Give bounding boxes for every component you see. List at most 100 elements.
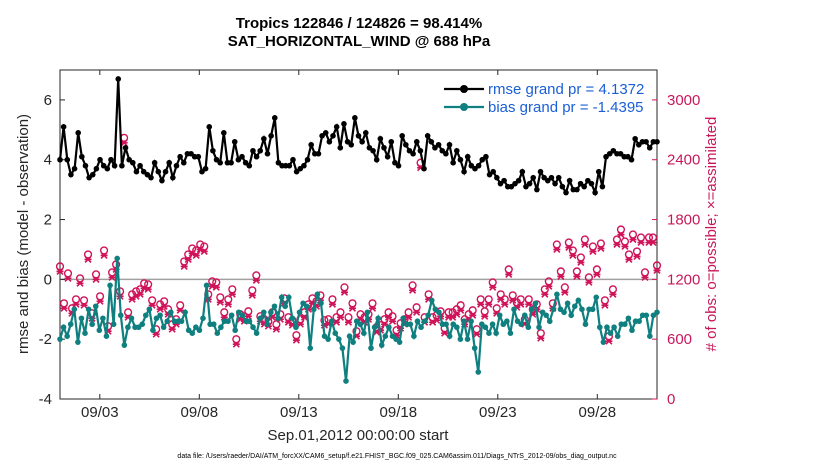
rmse-point xyxy=(290,156,296,163)
rmse-point xyxy=(537,168,544,175)
obs-possible-marker xyxy=(176,301,185,310)
bias-point xyxy=(228,312,235,319)
bias-point xyxy=(529,306,535,313)
rmse-point xyxy=(155,168,162,175)
obs-possible-marker xyxy=(228,285,237,294)
obs-possible-marker xyxy=(616,225,626,234)
rmse-point xyxy=(435,141,442,148)
obs-possible-marker xyxy=(540,285,549,294)
obs-assimilated-marker xyxy=(609,290,617,298)
obs-assimilated-marker xyxy=(641,273,649,281)
rmse-point xyxy=(137,162,143,169)
bias-point xyxy=(225,318,231,325)
x-axis-label: Sep.01,2012 00:00:00 start xyxy=(268,427,450,444)
obs-possible-marker xyxy=(340,283,349,292)
rmse-point xyxy=(337,144,344,151)
obs-possible-marker xyxy=(572,267,581,276)
bias-point xyxy=(489,321,496,328)
bias-point xyxy=(239,312,246,319)
obs-assimilated-marker xyxy=(413,308,421,316)
rmse-point xyxy=(388,138,395,145)
obs-assimilated-marker xyxy=(489,283,497,291)
obs-possible-marker xyxy=(180,257,189,266)
right-y-tick-label: 1800 xyxy=(667,212,700,229)
bias-point xyxy=(289,315,296,322)
bias-point xyxy=(168,309,174,316)
rmse-point xyxy=(424,133,431,139)
bias-point xyxy=(521,312,528,319)
right-y-tick-label: 3000 xyxy=(667,92,700,109)
bias-point xyxy=(125,324,131,331)
bias-point xyxy=(597,324,603,331)
obs-possible-marker xyxy=(544,277,553,286)
rmse-point xyxy=(370,147,376,154)
obs-assimilated-marker xyxy=(92,275,100,283)
rmse-point xyxy=(64,156,71,163)
obs-possible-marker xyxy=(552,240,561,249)
bias-point xyxy=(164,318,171,325)
rmse-point xyxy=(362,130,369,136)
bias-point xyxy=(85,306,92,313)
bias-point xyxy=(285,294,292,301)
obs-assimilated-marker xyxy=(216,298,224,306)
obs-possible-marker xyxy=(220,308,229,317)
obs-possible-marker xyxy=(504,265,513,274)
bias-point xyxy=(600,339,607,345)
rmse-point xyxy=(206,124,213,130)
rmse-point xyxy=(384,153,391,160)
rmse-point xyxy=(475,162,482,169)
bias-point xyxy=(575,297,582,304)
obs-assimilated-marker xyxy=(348,304,357,312)
rmse-point xyxy=(399,133,405,139)
obs-assimilated-marker xyxy=(617,230,625,239)
rmse-point xyxy=(632,135,638,142)
bias-point xyxy=(350,339,356,345)
rmse-point xyxy=(483,153,489,160)
obs-assimilated-marker xyxy=(561,288,569,296)
y-tick-label: -4 xyxy=(39,391,52,408)
rmse-point xyxy=(417,147,424,154)
rmse-point xyxy=(180,159,187,166)
bias-point xyxy=(103,333,110,339)
bias-point xyxy=(468,318,474,325)
x-tick-label: 09/08 xyxy=(181,404,219,421)
bias-point xyxy=(464,336,471,342)
obs-possible-marker xyxy=(564,238,573,247)
obs-assimilated-marker xyxy=(108,273,116,281)
rmse-point xyxy=(421,165,427,172)
rmse-point xyxy=(377,135,384,142)
obs-possible-marker xyxy=(232,335,241,344)
rmse-point xyxy=(588,180,595,187)
legend-rmse-swatch-marker xyxy=(460,85,468,93)
obs-possible-marker xyxy=(95,292,105,301)
rmse-point xyxy=(195,153,202,160)
rmse-series-points xyxy=(57,76,660,196)
rmse-point xyxy=(464,153,471,160)
rmse-point xyxy=(592,189,598,196)
bias-point xyxy=(546,318,553,325)
bias-point xyxy=(561,309,567,316)
obs-assimilated-marker xyxy=(232,340,240,348)
rmse-point xyxy=(599,183,606,190)
bias-point xyxy=(482,324,489,331)
obs-possible-marker xyxy=(496,290,505,299)
obs-assimilated-marker xyxy=(625,255,633,264)
bias-point xyxy=(182,309,188,316)
obs-possible-marker xyxy=(612,235,622,244)
rmse-point xyxy=(286,162,293,169)
obs-assimilated-marker xyxy=(457,306,465,314)
obs-possible-marker xyxy=(63,269,73,278)
obs-possible-marker xyxy=(208,277,217,286)
obs-assimilated-marker xyxy=(653,266,661,274)
rmse-point xyxy=(89,171,96,178)
legend-bias-label: bias grand pr = -1.4395 xyxy=(488,99,644,116)
bias-point xyxy=(507,330,514,337)
rmse-point xyxy=(60,124,67,130)
bias-point xyxy=(361,330,367,337)
bias-point xyxy=(443,321,449,328)
rmse-point xyxy=(643,138,649,145)
obs-assimilated-marker xyxy=(637,238,645,247)
rmse-point xyxy=(231,138,238,145)
bias-point xyxy=(121,342,128,348)
